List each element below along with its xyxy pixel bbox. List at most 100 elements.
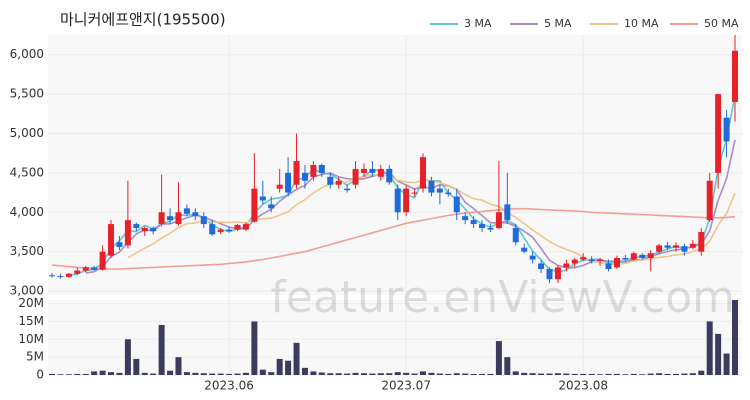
- volume-bar: [698, 370, 705, 375]
- candle-body: [74, 270, 81, 274]
- volume-bar: [436, 373, 443, 375]
- volume-bar: [192, 372, 199, 375]
- watermark: feature.enViewV.com: [270, 272, 735, 323]
- candle-body: [335, 180, 342, 185]
- candle-body: [200, 216, 207, 225]
- volume-bar: [656, 373, 663, 375]
- candle-body: [360, 168, 367, 173]
- y-tick-label: 3,000: [10, 284, 44, 298]
- volume-bar: [226, 373, 233, 375]
- candle-body: [124, 220, 131, 246]
- candle-body: [301, 172, 308, 181]
- candle-body: [259, 196, 266, 201]
- volume-bar: [495, 341, 502, 375]
- volume-bar: [664, 373, 671, 375]
- candle-body: [597, 259, 604, 262]
- candle-body: [251, 188, 258, 222]
- candle-body: [554, 267, 561, 280]
- volume-bar: [403, 372, 410, 375]
- volume-bar: [310, 371, 317, 375]
- candle-body: [386, 168, 393, 183]
- candle-body: [546, 269, 553, 280]
- candle-body: [285, 172, 292, 193]
- volume-bar: [445, 373, 452, 375]
- volume-bar: [268, 372, 275, 375]
- candle-body: [108, 224, 115, 256]
- volume-bar: [571, 373, 578, 375]
- legend-label: 3 MA: [464, 17, 492, 30]
- candle-body: [242, 224, 249, 230]
- candle-body: [672, 245, 679, 248]
- volume-bar: [681, 373, 688, 375]
- candle-body: [630, 253, 637, 260]
- volume-bar: [108, 372, 115, 375]
- volume-bar: [597, 374, 604, 375]
- volume-bar: [554, 373, 561, 375]
- volume-bar: [369, 373, 376, 375]
- candle-body: [538, 263, 545, 269]
- volume-bar: [209, 373, 216, 375]
- candle-body: [689, 243, 696, 248]
- volume-bar: [630, 373, 637, 375]
- volume-bar: [715, 333, 722, 375]
- volume-bar: [167, 370, 174, 375]
- candle-body: [183, 208, 190, 214]
- volume-bar: [175, 357, 182, 375]
- volume-bar: [150, 373, 157, 375]
- candle-body: [65, 273, 72, 277]
- volume-bar: [462, 373, 469, 375]
- volume-bar: [723, 353, 730, 375]
- volume-bar: [588, 373, 595, 375]
- volume-bar: [82, 373, 89, 375]
- candle-body: [563, 263, 570, 268]
- candle-body: [436, 188, 443, 193]
- volume-bar: [242, 372, 249, 375]
- volume-bar: [428, 372, 435, 375]
- candle-body: [698, 231, 705, 252]
- volume-bar: [344, 373, 351, 375]
- candle-body: [352, 168, 359, 185]
- volume-bar: [116, 372, 123, 375]
- volume-bar: [504, 357, 511, 375]
- y-tick-label: 5,500: [10, 87, 44, 101]
- volume-bar: [301, 367, 308, 375]
- volume-bar: [251, 321, 258, 375]
- candle-body: [732, 50, 738, 102]
- volume-bar: [706, 321, 713, 375]
- volume-bar: [360, 373, 367, 375]
- candle-body: [377, 168, 384, 177]
- candle-body: [512, 228, 519, 243]
- price-panel: [48, 35, 742, 295]
- candle-body: [613, 257, 620, 268]
- candle-body: [293, 161, 300, 185]
- x-tick-label: 2023.08: [558, 379, 608, 393]
- volume-bar: [133, 358, 140, 375]
- candle-body: [411, 192, 418, 194]
- volume-bar: [512, 371, 519, 375]
- y-tick-label: 5,000: [10, 126, 44, 140]
- candle-body: [268, 204, 275, 209]
- ma-line: [51, 207, 736, 270]
- candle-body: [175, 212, 182, 225]
- volume-bar: [546, 373, 553, 375]
- volume-bar: [259, 369, 266, 375]
- volume-bar: [453, 373, 460, 375]
- candle-body: [99, 251, 106, 270]
- volume-bar: [49, 373, 55, 375]
- candle-body: [209, 224, 216, 235]
- candle-body: [310, 165, 317, 177]
- volume-bar: [200, 373, 207, 375]
- candle-body: [141, 228, 148, 232]
- candle-body: [715, 94, 722, 173]
- candle-body: [116, 242, 123, 247]
- candle-body: [369, 168, 376, 173]
- volume-bar: [563, 373, 570, 375]
- volume-bar: [124, 339, 131, 375]
- volume-bar: [91, 371, 98, 375]
- volume-bar: [529, 373, 536, 375]
- candle-body: [276, 184, 283, 189]
- candle-body: [462, 216, 469, 221]
- volume-bar: [158, 325, 165, 375]
- candle-body: [82, 267, 89, 271]
- volume-bar: [394, 372, 401, 375]
